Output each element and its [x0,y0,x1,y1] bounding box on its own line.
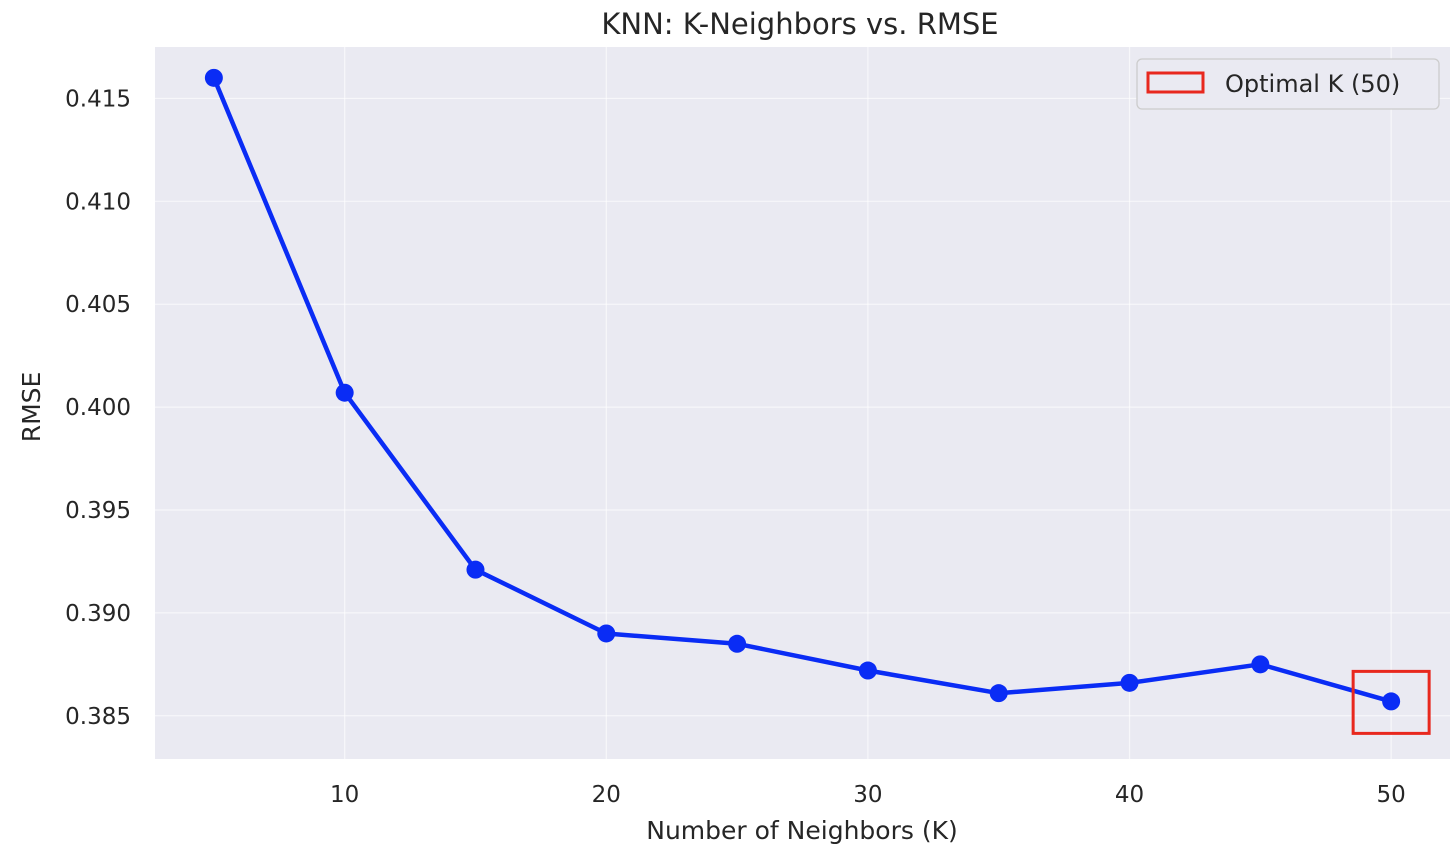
series-line-0 [211,75,1394,704]
x-axis-ticks: 10 20 30 40 50 [330,782,1406,808]
y-tick-label-0.415: 0.415 [65,86,131,112]
data-point-k-30 [858,661,877,680]
legend-swatch-optimal-k [1146,71,1205,94]
grid [155,47,1450,759]
chart-title: KNN: K-Neighbors vs. RMSE [601,7,998,41]
legend: Optimal K (50) [1136,58,1440,110]
x-tick-label-10: 10 [330,782,359,808]
x-tick-label-20: 20 [592,782,621,808]
x-tick-label-30: 30 [853,782,882,808]
y-tick-label-0.405: 0.405 [65,292,131,318]
data-point-k-25 [728,634,747,653]
data-point-k-15 [466,560,485,579]
data-point-k-5 [204,68,223,87]
data-point-k-45 [1251,655,1270,674]
data-point-k-40 [1120,673,1139,692]
x-axis-label: Number of Neighbors (K) [646,816,957,845]
y-axis-label: RMSE [17,372,46,443]
y-tick-label-0.410: 0.410 [65,189,131,215]
data-point-k-35 [989,684,1008,703]
plot-area [155,47,1450,759]
legend-box [1136,58,1440,110]
data-point-k-20 [597,624,616,643]
y-tick-label-0.395: 0.395 [65,498,131,524]
data-point-k-10 [335,383,354,402]
x-tick-label-50: 50 [1376,782,1405,808]
optimal-k-highlight-box [1351,669,1431,735]
y-tick-label-0.385: 0.385 [65,704,131,730]
y-axis-ticks: 0.385 0.390 0.395 0.400 0.405 0.410 0.415 [65,86,131,729]
x-tick-label-40: 40 [1115,782,1144,808]
y-tick-label-0.400: 0.400 [65,395,131,421]
data-point-k-50 [1382,692,1401,711]
y-tick-label-0.390: 0.390 [65,601,131,627]
series-layer [204,68,1431,735]
legend-label-optimal-k: Optimal K (50) [1225,70,1400,98]
